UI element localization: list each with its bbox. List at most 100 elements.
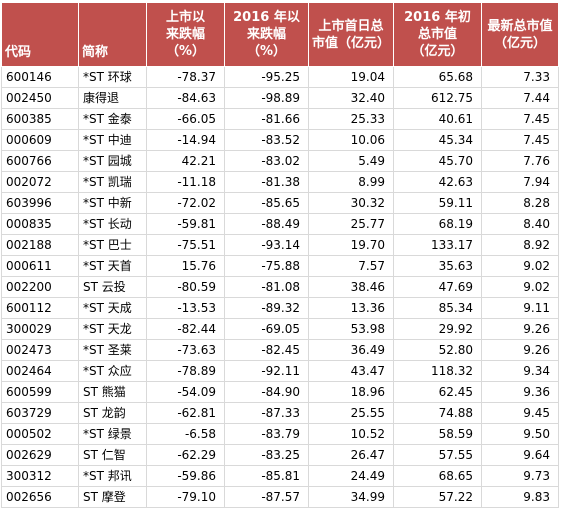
start-2016-market-cap-cell: 40.61 — [393, 108, 482, 130]
stock-name-cell: *ST 邦讯 — [78, 465, 147, 487]
latest-market-cap-cell: 8.28 — [481, 192, 559, 214]
start-2016-market-cap-cell: 74.88 — [393, 402, 482, 424]
decline-2016-cell: -84.90 — [224, 381, 309, 403]
stock-name-cell: *ST 长动 — [78, 213, 147, 235]
header-row: 代码 简称 上市以 来跌幅 （%） 2016 年以 来跌幅 （%） 上市首日总 市值（亿元） 201… — [1, 2, 559, 67]
decline-2016-cell: -85.81 — [224, 465, 309, 487]
stock-code-cell: 002072 — [1, 171, 79, 193]
stock-name-cell: *ST 凯瑞 — [78, 171, 147, 193]
stock-code-cell: 600112 — [1, 297, 79, 319]
stock-table-container: 代码 简称 上市以 来跌幅 （%） 2016 年以 来跌幅 （%） 上市首日总 市值（亿元） 201… — [1, 2, 559, 508]
start-2016-market-cap-cell: 47.69 — [393, 276, 482, 298]
header-ipo-market-cap: 上市首日总 市值（亿元） — [308, 2, 394, 67]
ipo-decline-cell: -62.29 — [146, 444, 225, 466]
ipo-decline-cell: -80.59 — [146, 276, 225, 298]
table-row: 000609 *ST 中迪 -14.94 -83.52 10.06 45.34 7.45 — [1, 129, 559, 151]
start-2016-market-cap-cell: 612.75 — [393, 87, 482, 109]
stock-name-cell: ST 熊猫 — [78, 381, 147, 403]
start-2016-market-cap-cell: 65.68 — [393, 66, 482, 88]
ipo-market-cap-cell: 7.57 — [308, 255, 394, 277]
stock-code-cell: 002200 — [1, 276, 79, 298]
header-name: 简称 — [78, 2, 147, 67]
header-ipo-decline-line2: 来跌幅 — [165, 27, 205, 42]
ipo-market-cap-cell: 10.06 — [308, 129, 394, 151]
decline-2016-cell: -95.25 — [224, 66, 309, 88]
start-2016-market-cap-cell: 68.65 — [393, 465, 482, 487]
stock-code-cell: 603996 — [1, 192, 79, 214]
stock-code-cell: 600146 — [1, 66, 79, 88]
decline-2016-cell: -83.02 — [224, 150, 309, 172]
header-code: 代码 — [1, 2, 79, 67]
table-row: 600146 *ST 环球 -78.37 -95.25 19.04 65.68 7.33 — [1, 66, 559, 88]
decline-2016-cell: -81.08 — [224, 276, 309, 298]
header-2016-decline-line3: （%） — [246, 44, 287, 59]
start-2016-market-cap-cell: 85.34 — [393, 297, 482, 319]
stock-code-cell: 603729 — [1, 402, 79, 424]
ipo-decline-cell: 42.21 — [146, 150, 225, 172]
stock-name-cell: ST 云投 — [78, 276, 147, 298]
start-2016-market-cap-cell: 42.63 — [393, 171, 482, 193]
stock-code-cell: 300029 — [1, 318, 79, 340]
start-2016-market-cap-cell: 58.59 — [393, 423, 482, 445]
decline-2016-cell: -75.88 — [224, 255, 309, 277]
stock-name-cell: *ST 园城 — [78, 150, 147, 172]
ipo-market-cap-cell: 36.49 — [308, 339, 394, 361]
header-latest-cap: 最新总市值 （亿元） — [481, 2, 559, 67]
table-row: 002473 *ST 圣莱 -73.63 -82.45 36.49 52.80 9.26 — [1, 339, 559, 361]
start-2016-market-cap-cell: 133.17 — [393, 234, 482, 256]
decline-2016-cell: -82.45 — [224, 339, 309, 361]
table-row: 002200 ST 云投 -80.59 -81.08 38.46 47.69 9.02 — [1, 276, 559, 298]
ipo-market-cap-cell: 24.49 — [308, 465, 394, 487]
stock-code-cell: 000611 — [1, 255, 79, 277]
stock-name-cell: *ST 众应 — [78, 360, 147, 382]
stock-code-cell: 002450 — [1, 87, 79, 109]
ipo-decline-cell: -79.10 — [146, 486, 225, 508]
start-2016-market-cap-cell: 29.92 — [393, 318, 482, 340]
latest-market-cap-cell: 7.76 — [481, 150, 559, 172]
ipo-market-cap-cell: 30.32 — [308, 192, 394, 214]
latest-market-cap-cell: 9.83 — [481, 486, 559, 508]
decline-2016-cell: -87.33 — [224, 402, 309, 424]
stock-code-cell: 000502 — [1, 423, 79, 445]
start-2016-market-cap-cell: 59.11 — [393, 192, 482, 214]
ipo-decline-cell: -78.37 — [146, 66, 225, 88]
stock-code-cell: 000835 — [1, 213, 79, 235]
ipo-market-cap-cell: 19.04 — [308, 66, 394, 88]
latest-market-cap-cell: 7.45 — [481, 129, 559, 151]
header-ipo-market-cap-line1: 上市首日总 — [318, 18, 384, 34]
table-row: 600766 *ST 园城 42.21 -83.02 5.49 45.70 7.76 — [1, 150, 559, 172]
table-row: 002629 ST 仁智 -62.29 -83.25 26.47 57.55 9.64 — [1, 444, 559, 466]
stock-name-cell: ST 仁智 — [78, 444, 147, 466]
latest-market-cap-cell: 9.26 — [481, 318, 559, 340]
table-row: 300029 *ST 天龙 -82.44 -69.05 53.98 29.92 9.26 — [1, 318, 559, 340]
ipo-decline-cell: -66.05 — [146, 108, 225, 130]
ipo-market-cap-cell: 26.47 — [308, 444, 394, 466]
stock-name-cell: *ST 中迪 — [78, 129, 147, 151]
stock-name-cell: 康得退 — [78, 87, 147, 109]
ipo-decline-cell: -62.81 — [146, 402, 225, 424]
start-2016-market-cap-cell: 57.22 — [393, 486, 482, 508]
table-row: 300312 *ST 邦讯 -59.86 -85.81 24.49 68.65 9.73 — [1, 465, 559, 487]
ipo-market-cap-cell: 18.96 — [308, 381, 394, 403]
start-2016-market-cap-cell: 45.70 — [393, 150, 482, 172]
decline-2016-cell: -89.32 — [224, 297, 309, 319]
latest-market-cap-cell: 9.64 — [481, 444, 559, 466]
start-2016-market-cap-cell: 52.80 — [393, 339, 482, 361]
stock-code-cell: 002629 — [1, 444, 79, 466]
stock-code-cell: 002473 — [1, 339, 79, 361]
table-row: 000502 *ST 绿景 -6.58 -83.79 10.52 58.59 9.50 — [1, 423, 559, 445]
table-row: 600599 ST 熊猫 -54.09 -84.90 18.96 62.45 9.36 — [1, 381, 559, 403]
ipo-decline-cell: -13.53 — [146, 297, 225, 319]
stock-name-cell: *ST 绿景 — [78, 423, 147, 445]
header-code-line2: 代码 — [5, 45, 32, 60]
table-row: 000611 *ST 天首 15.76 -75.88 7.57 35.63 9.02 — [1, 255, 559, 277]
ipo-decline-cell: 15.76 — [146, 255, 225, 277]
decline-2016-cell: -83.25 — [224, 444, 309, 466]
stock-name-cell: *ST 中新 — [78, 192, 147, 214]
ipo-decline-cell: -14.94 — [146, 129, 225, 151]
latest-market-cap-cell: 9.50 — [481, 423, 559, 445]
ipo-decline-cell: -72.02 — [146, 192, 225, 214]
start-2016-market-cap-cell: 35.63 — [393, 255, 482, 277]
decline-2016-cell: -87.57 — [224, 486, 309, 508]
stock-code-cell: 600599 — [1, 381, 79, 403]
